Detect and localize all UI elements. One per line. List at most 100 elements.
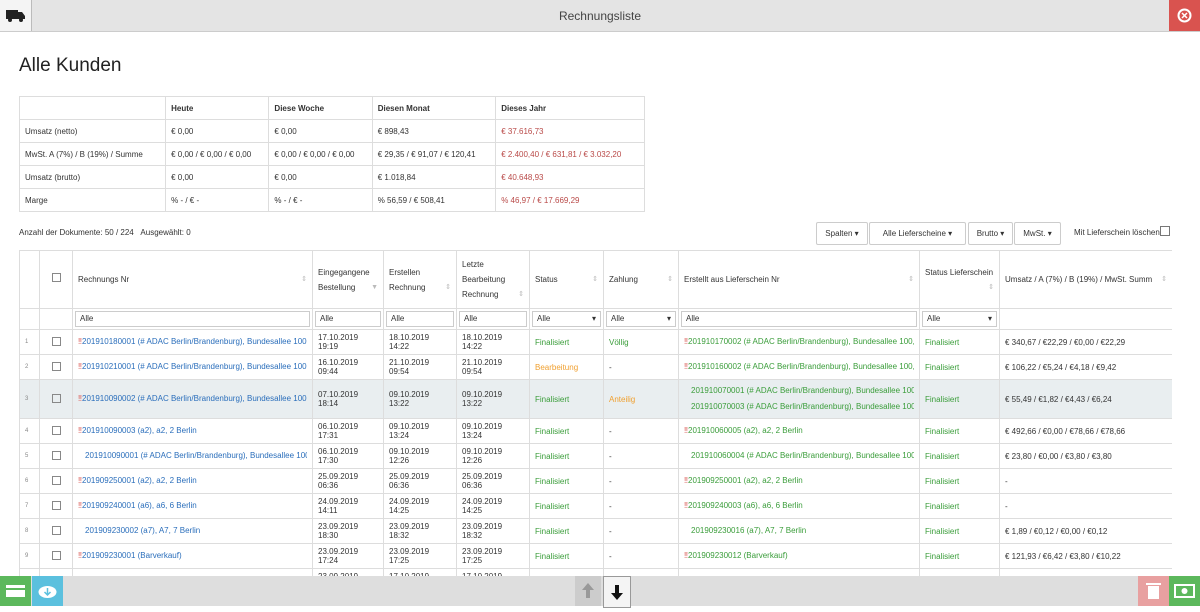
column-header[interactable]: Status Lieferschein ⇕ xyxy=(919,250,1000,309)
down-icon xyxy=(611,585,623,600)
row-checkbox[interactable] xyxy=(51,550,61,560)
status: Finalisiert xyxy=(529,518,604,544)
toolbar-button[interactable]: Alle Lieferscheine ▾ xyxy=(869,222,966,245)
toolbar-button[interactable]: MwSt. ▾ xyxy=(1014,222,1061,245)
up-icon xyxy=(582,583,594,598)
doc-link[interactable]: 201910070001 (# ADAC Berlin/Brandenburg)… xyxy=(684,383,914,399)
column-header[interactable]: Rechnungs Nr ⇕ xyxy=(72,250,313,309)
truck-icon xyxy=(6,10,25,22)
summary-cell: € 0,00 / € 0,00 / € 0,00 xyxy=(165,142,270,166)
row-checkbox[interactable] xyxy=(51,475,61,485)
summary-row-label: MwSt. A (7%) / B (19%) / Summe xyxy=(18,142,167,166)
row-checkbox[interactable] xyxy=(51,361,61,371)
status: Finalisiert xyxy=(529,493,604,519)
doc-link[interactable]: ‼201909240001 (a6), a6, 6 Berlin xyxy=(78,498,307,514)
delivery-status: Finalisiert xyxy=(919,568,1000,576)
doc-link[interactable]: ‼201910170002 (# ADAC Berlin/Brandenburg… xyxy=(684,334,914,350)
doc-link[interactable]: ‼201910160002 (# ADAC Berlin/Brandenburg… xyxy=(684,359,914,375)
sort-icon: ▼ xyxy=(371,283,378,291)
up-button[interactable] xyxy=(575,576,601,606)
row-index: 5 xyxy=(19,443,40,469)
doc-link[interactable]: 201909230016 (a7), A7, 7 Berlin xyxy=(684,523,914,539)
summary-cell: € 0,00 xyxy=(268,165,373,189)
filter-value: Alle xyxy=(927,314,941,323)
invoice-number: ‼201909230001 (Barverkauf) xyxy=(72,543,313,569)
column-header[interactable]: Status ⇕ xyxy=(529,250,604,309)
doc-link[interactable]: ‼201910090002 (# ADAC Berlin/Brandenburg… xyxy=(78,391,307,407)
row-select xyxy=(39,518,73,544)
date-cell: 21.10.2019 09:54 xyxy=(383,354,457,380)
delete-button[interactable] xyxy=(1138,576,1169,606)
money-button[interactable] xyxy=(1169,576,1200,606)
warning-mark: ‼ xyxy=(684,551,688,560)
date-cell: 25.09.2019 06:36 xyxy=(312,468,384,494)
column-header[interactable]: Eingegangene Bestellung ▼ xyxy=(312,250,384,309)
doc-link[interactable]: ‼201909230001 (Barverkauf) xyxy=(78,548,307,564)
column-header[interactable]: Umsatz / A (7%) / B (19%) / MwSt. Summ ⇕ xyxy=(999,250,1172,309)
doc-link[interactable]: 201910090001 (# ADAC Berlin/Brandenburg)… xyxy=(78,448,307,464)
doc-link[interactable]: ‼201909250001 (a2), a2, 2 Berlin xyxy=(78,473,307,489)
doc-link[interactable]: ‼201910060005 (a2), a2, 2 Berlin xyxy=(684,423,914,439)
doc-link[interactable]: 201909230002 (a7), A7, 7 Berlin xyxy=(78,523,307,539)
delivery-notes: 201910060004 (# ADAC Berlin/Brandenburg)… xyxy=(678,443,920,469)
column-header[interactable]: Erstellt aus Lieferschein Nr ⇕ xyxy=(678,250,920,309)
filter-input[interactable]: Alle xyxy=(386,311,454,327)
column-header[interactable]: Letzte Bearbeitung Rechnung ⇕ xyxy=(456,250,530,309)
doc-link[interactable]: ‼201910210001 (# ADAC Berlin/Brandenburg… xyxy=(78,359,307,375)
column-title: Rechnungs Nr xyxy=(78,275,130,284)
filter-input[interactable]: Alle xyxy=(75,311,310,327)
row-checkbox[interactable] xyxy=(51,393,61,403)
date-cell: 25.09.2019 06:36 xyxy=(456,468,530,494)
doc-link[interactable]: ‼201910090003 (a2), a2, 2 Berlin xyxy=(78,423,307,439)
doc-link[interactable]: ‼201909230012 (Barverkauf) xyxy=(684,548,914,564)
status: Finalisiert xyxy=(529,329,604,355)
checkbox[interactable] xyxy=(1160,226,1170,236)
checkbox-label: Mit Lieferschein löschen xyxy=(1074,228,1160,237)
filter-input[interactable]: Alle ▾ xyxy=(606,311,676,327)
row-checkbox[interactable] xyxy=(51,336,61,346)
filter-value: Alle xyxy=(391,314,405,323)
down-button[interactable] xyxy=(603,576,631,608)
filter-value: Alle xyxy=(611,314,625,323)
column-header[interactable]: Zahlung ⇕ xyxy=(603,250,679,309)
download-button[interactable] xyxy=(32,576,63,606)
summary-cell: % 56,59 / € 508,41 xyxy=(371,188,497,212)
doc-link[interactable]: ‼201910180001 (# ADAC Berlin/Brandenburg… xyxy=(78,334,307,350)
filter-input[interactable]: Alle ▾ xyxy=(532,311,601,327)
warning-mark: ‼ xyxy=(78,476,82,485)
delivery-notes: ‼201910060005 (a2), a2, 2 Berlin xyxy=(678,418,920,444)
doc-link[interactable]: 201910070003 (# ADAC Berlin/Brandenburg)… xyxy=(684,399,914,415)
filter-input[interactable]: Alle ▾ xyxy=(922,311,997,327)
filter-input[interactable]: Alle xyxy=(681,311,917,327)
column-header[interactable]: Erstellen Rechnung ⇕ xyxy=(383,250,457,309)
truck-button[interactable] xyxy=(0,0,32,31)
row-checkbox[interactable] xyxy=(51,500,61,510)
row-checkbox[interactable] xyxy=(51,425,61,435)
filter-input[interactable]: Alle xyxy=(315,311,381,327)
date-cell: 24.09.2019 14:25 xyxy=(456,493,530,519)
payment: - xyxy=(603,443,679,469)
selected-count: Ausgewählt: 0 xyxy=(140,228,191,237)
summary-cell: € 37.616,73 xyxy=(495,119,645,143)
row-index: 4 xyxy=(19,418,40,444)
row-checkbox[interactable] xyxy=(51,525,61,535)
card-button[interactable] xyxy=(0,576,31,606)
filter-input[interactable]: Alle xyxy=(459,311,527,327)
doc-link[interactable]: ‼201909240003 (a6), a6, 6 Berlin xyxy=(684,498,914,514)
date-cell: 09.10.2019 13:24 xyxy=(383,418,457,444)
toolbar-button[interactable]: Brutto ▾ xyxy=(968,222,1013,245)
toolbar-button[interactable]: Spalten ▾ xyxy=(816,222,868,245)
row-checkbox[interactable] xyxy=(51,450,61,460)
date-cell: 06.10.2019 17:31 xyxy=(312,418,384,444)
close-button[interactable] xyxy=(1169,0,1200,31)
delivery-status: Finalisiert xyxy=(919,518,1000,544)
doc-number: 201910060005 (a2), a2, 2 Berlin xyxy=(688,426,803,435)
filter-cell: Alle ▾ xyxy=(603,308,679,330)
select-all-checkbox[interactable] xyxy=(51,273,61,282)
status: Bearbeitung xyxy=(529,568,604,576)
doc-link[interactable]: ‼201909250001 (a2), a2, 2 Berlin xyxy=(684,473,914,489)
filter-cell: Alle ▾ xyxy=(919,308,1000,330)
row-checkbox[interactable] xyxy=(51,575,61,576)
doc-link[interactable]: 201910060004 (# ADAC Berlin/Brandenburg)… xyxy=(684,448,914,464)
revenue: - xyxy=(999,468,1172,494)
